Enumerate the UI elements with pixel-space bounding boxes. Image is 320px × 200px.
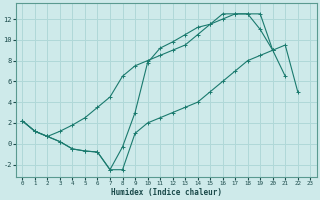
X-axis label: Humidex (Indice chaleur): Humidex (Indice chaleur) [111, 188, 222, 197]
